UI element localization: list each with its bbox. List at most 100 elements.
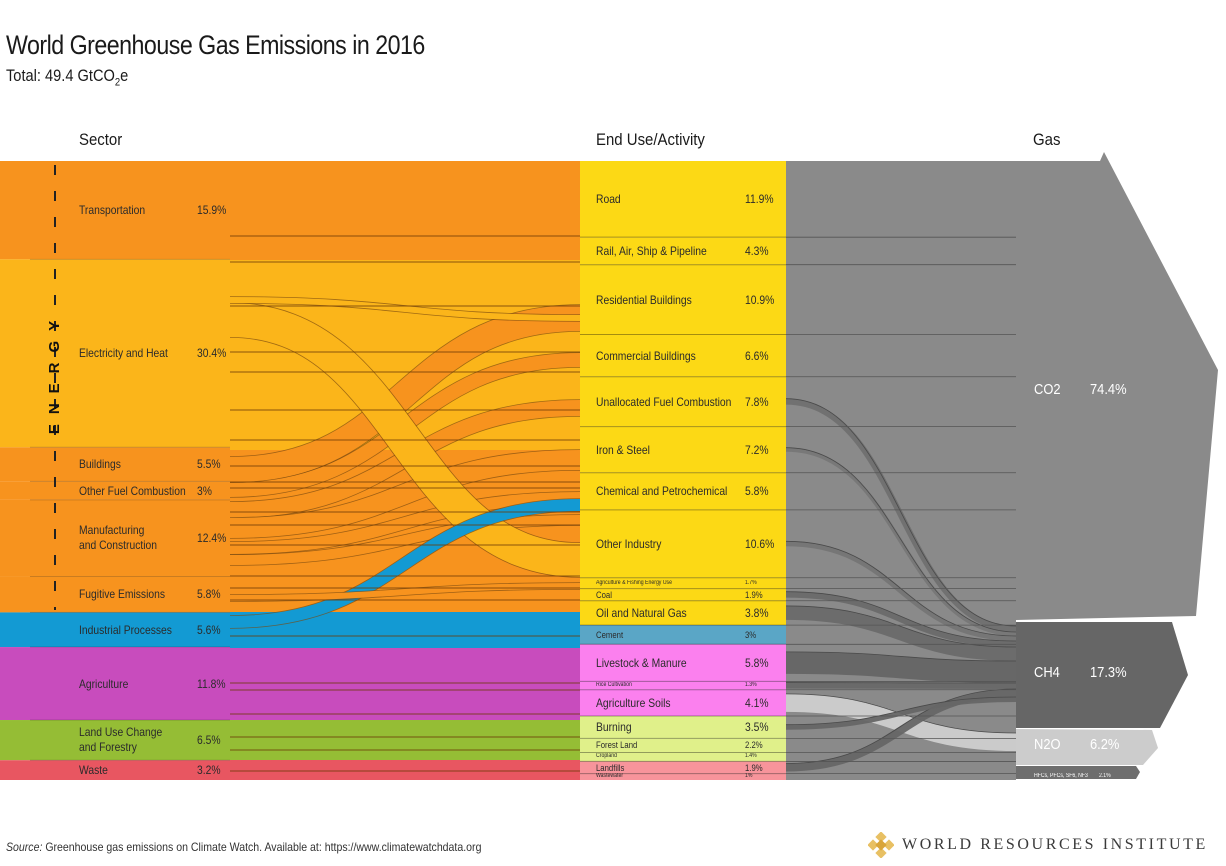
sector-value: 5.6% (197, 622, 221, 637)
enduse-label: Coal (596, 589, 612, 600)
enduse-node (580, 509, 786, 578)
sector-label: Land Use Change (79, 725, 163, 740)
source-text: Greenhouse gas emissions on Climate Watc… (42, 840, 482, 854)
enduse-label: Burning (596, 720, 632, 735)
column-header-end-use: End Use/Activity (596, 130, 705, 149)
enduse-label: Other Industry (596, 536, 662, 551)
enduse-gas-flow-edge (785, 696, 1017, 726)
enduse-node (580, 334, 786, 377)
enduse-value: 1.4% (745, 753, 757, 760)
gas-label: CO2 (1034, 381, 1061, 398)
enduse-gas-flow-edge (785, 605, 1017, 648)
enduse-label: Landfills (596, 762, 625, 773)
enduse-node (580, 588, 786, 601)
gas-node (1016, 622, 1188, 728)
enduse-label: Commercial Buildings (596, 348, 696, 363)
enduse-value: 5.8% (745, 484, 769, 499)
enduse-gas-flow (785, 591, 1017, 647)
enduse-label: Livestock & Manure (596, 655, 687, 670)
chart-subtitle: Total: 49.4 GtCO2e (6, 66, 128, 88)
enduse-label: Iron & Steel (596, 442, 650, 457)
enduse-node (580, 600, 786, 626)
column-header-gas: Gas (1033, 130, 1061, 149)
sector-node (0, 647, 230, 721)
chart-title: World Greenhouse Gas Emissions in 2016 (6, 30, 425, 60)
enduse-label: Cropland (596, 753, 617, 760)
sector-label: Other Fuel Combustion (79, 483, 186, 498)
enduse-node (580, 376, 786, 427)
enduse-node (580, 577, 786, 589)
sector-enduse-flow (229, 492, 581, 554)
enduse-label: Agriculture & Fishing Energy Use (596, 579, 673, 586)
enduse-node (580, 752, 786, 762)
sector-value: 11.8% (197, 676, 226, 691)
enduse-node (580, 644, 786, 682)
gas-value: 74.4% (1090, 381, 1127, 398)
enduse-value: 1.9% (745, 762, 763, 773)
enduse-node (580, 161, 786, 238)
enduse-gas-flow (785, 693, 1017, 751)
enduse-node (580, 625, 786, 645)
enduse-value: 2.2% (745, 740, 763, 751)
enduse-gas-flow-edge (785, 688, 1017, 764)
enduse-value: 7.8% (745, 394, 769, 409)
enduse-value: 1.7% (745, 579, 757, 586)
enduse-label: Wastewater (596, 773, 624, 780)
sector-value: 5.5% (197, 457, 221, 472)
sector-node (0, 760, 230, 780)
sector-enduse-flow (229, 515, 581, 565)
sector-node (0, 447, 230, 482)
enduse-gas-flow-edge (785, 591, 1017, 642)
enduse-value: 7.2% (745, 442, 769, 457)
gas-value: 6.2% (1090, 736, 1120, 753)
enduse-value: 4.3% (745, 243, 769, 258)
enduse-gas-flow (785, 398, 1017, 632)
enduse-value: 6.6% (745, 348, 769, 363)
enduse-label: Unallocated Fuel Combustion (596, 394, 732, 409)
enduse-value: 3% (745, 629, 757, 640)
gas-node (1016, 729, 1158, 765)
enduse-value: 4.1% (745, 695, 769, 710)
sector-enduse-flow (229, 583, 581, 601)
sector-value: 5.8% (197, 587, 221, 602)
sector-node (0, 161, 230, 260)
enduse-node (580, 738, 786, 753)
enduse-node (580, 773, 786, 780)
enduse-label: Chemical and Petrochemical (596, 484, 728, 499)
sector-label: Manufacturing (79, 523, 145, 538)
enduse-gas-flow-edge (785, 651, 1017, 662)
enduse-label: Forest Land (596, 740, 638, 751)
gas-label: CH4 (1034, 664, 1060, 681)
enduse-label: Rice Cultivation (596, 682, 632, 689)
enduse-node (580, 472, 786, 510)
sector-node (0, 612, 230, 648)
enduse-value: 1% (745, 773, 753, 780)
sector-node (0, 259, 230, 448)
gas-label: HFCs, PFCs, SF6, NF3 (1034, 773, 1088, 779)
energy-group-label: ENERGY (40, 300, 70, 445)
sector-value: 3% (197, 483, 212, 498)
enduse-value: 3.8% (745, 605, 769, 620)
subtitle-text: Total: 49.4 GtCO (6, 66, 115, 85)
source-footer: Source: Greenhouse gas emissions on Clim… (6, 840, 481, 854)
enduse-label: Road (596, 192, 621, 207)
gas-node (1016, 766, 1140, 779)
enduse-node (580, 761, 786, 774)
sector-label: Fugitive Emissions (79, 587, 166, 602)
enduse-label: Oil and Natural Gas (596, 605, 687, 620)
sector-label: Industrial Processes (79, 622, 172, 637)
wri-logo: WORLD RESOURCES INSTITUTE (868, 832, 1208, 858)
subtitle-suffix: e (120, 66, 129, 85)
sector-label: Electricity and Heat (79, 346, 168, 361)
enduse-node (580, 681, 786, 690)
wri-name: WORLD RESOURCES INSTITUTE (902, 836, 1208, 853)
enduse-node (580, 689, 786, 716)
gas-label: N2O (1034, 736, 1061, 753)
enduse-value: 5.8% (745, 655, 769, 670)
sector-value: 3.2% (197, 763, 221, 778)
column-header-sector: Sector (79, 130, 123, 149)
sector-enduse-flow (229, 297, 581, 321)
wri-emblem-icon (868, 832, 894, 858)
enduse-node (580, 237, 786, 265)
